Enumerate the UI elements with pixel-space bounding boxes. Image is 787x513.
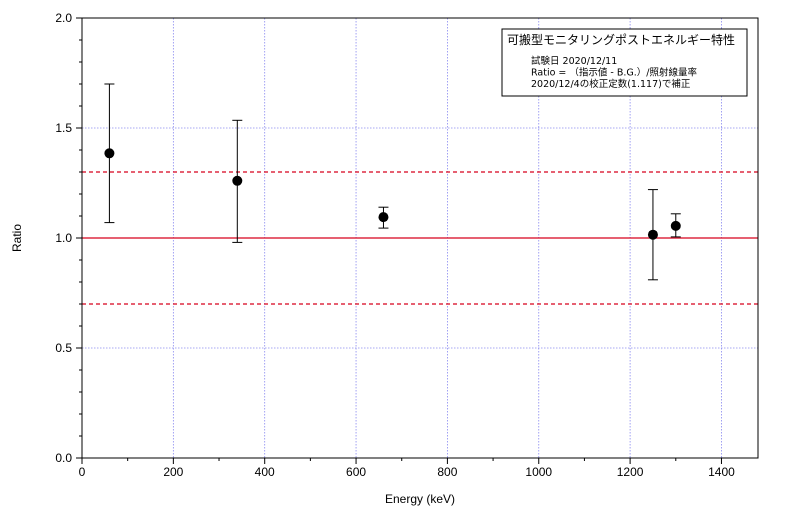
x-tick-label: 800	[437, 465, 457, 479]
legend-ratio-definition: Ratio = （指示値 - B.G.）/照射線量率	[531, 67, 697, 79]
data-point	[104, 148, 115, 159]
data-point-group	[104, 83, 115, 224]
x-tick-label: 600	[346, 465, 366, 479]
x-tick-label: 1000	[525, 465, 552, 479]
data-point-group	[378, 206, 389, 229]
y-tick-label: 2.0	[55, 11, 72, 25]
legend-test-date: 試験日 2020/12/11	[531, 55, 617, 67]
x-tick-label: 200	[163, 465, 183, 479]
data-point	[647, 229, 658, 240]
y-tick-label: 1.5	[55, 121, 72, 135]
legend-title: 可搬型モニタリングポストエネルギー特性	[507, 32, 735, 47]
y-axis-title: Ratio	[10, 224, 24, 252]
x-axis-title: Energy (keV)	[385, 492, 455, 506]
data-point	[670, 220, 681, 231]
tick-layer: 0 200 400 600 800 1000 1200 1400 0.0 0.5 1.0 1.5 2.0	[55, 11, 735, 479]
y-tick-label: 0.5	[55, 341, 72, 355]
x-tick-label: 1200	[617, 465, 644, 479]
data-point-group	[232, 119, 243, 243]
data-point-group	[647, 189, 658, 281]
data-point-group	[670, 213, 681, 238]
x-tick-label: 1400	[708, 465, 735, 479]
legend-box: 可搬型モニタリングポストエネルギー特性 試験日 2020/12/11 Ratio…	[501, 28, 748, 97]
legend-calibration-note: 2020/12/4の校正定数(1.117)で補正	[531, 78, 691, 90]
reference-lines	[82, 171, 758, 305]
legend-frame	[501, 28, 748, 97]
x-tick-label: 400	[255, 465, 275, 479]
data-point	[232, 175, 243, 186]
y-tick-label: 1.0	[55, 231, 72, 245]
x-tick-label: 0	[79, 465, 86, 479]
data-points	[104, 83, 681, 281]
y-tick-label: 0.0	[55, 451, 72, 465]
data-point	[378, 212, 389, 223]
